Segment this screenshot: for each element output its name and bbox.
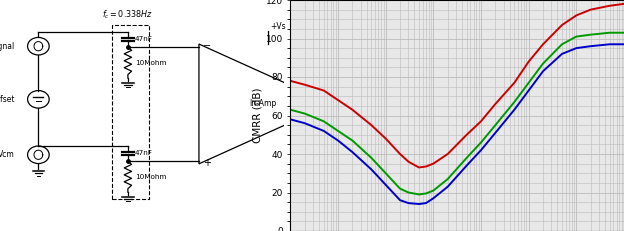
Text: Vsignal: Vsignal bbox=[0, 42, 15, 51]
Text: 47nF: 47nF bbox=[135, 151, 153, 156]
Text: Voffset: Voffset bbox=[0, 95, 15, 104]
Text: +: + bbox=[203, 158, 211, 168]
Text: +Vs: +Vs bbox=[270, 22, 286, 31]
Y-axis label: CMRR (dB): CMRR (dB) bbox=[253, 88, 263, 143]
Text: 10Mohm: 10Mohm bbox=[135, 60, 167, 66]
Text: 10Mohm: 10Mohm bbox=[135, 174, 167, 180]
Text: 47nF: 47nF bbox=[135, 36, 153, 42]
Text: In-Amp: In-Amp bbox=[249, 100, 276, 108]
Bar bbox=[112, 25, 149, 199]
Text: −: − bbox=[203, 41, 212, 51]
Text: Vcm: Vcm bbox=[0, 150, 15, 159]
Text: $f_c = 0.338Hz$: $f_c = 0.338Hz$ bbox=[102, 9, 154, 21]
